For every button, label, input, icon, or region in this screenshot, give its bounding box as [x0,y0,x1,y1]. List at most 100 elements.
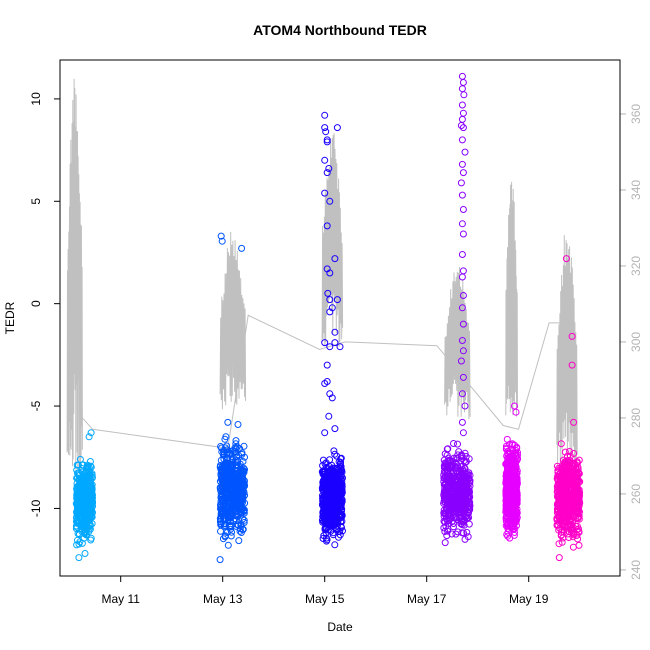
data-point [557,440,565,448]
data-point [504,514,512,522]
data-point [75,519,83,527]
data-point-outlier [331,255,339,263]
data-point [450,520,457,527]
data-point-outlier [458,220,466,228]
data-point [508,440,516,448]
data-point [508,471,516,479]
data-point [326,483,334,491]
data-point [566,516,574,524]
data-point [80,528,88,536]
data-point [80,476,88,484]
data-point [221,533,229,541]
data-point [225,504,233,512]
series-cluster [318,111,346,549]
data-point [75,469,83,477]
data-point [239,458,247,465]
data-point-outlier [458,136,466,144]
data-point [331,450,339,458]
data-point-outlier [326,296,334,304]
data-point-outlier [87,429,95,437]
data-point-outlier [458,418,466,426]
data-point-outlier [458,304,466,312]
data-point-outlier [326,269,334,277]
data-point [461,479,469,487]
data-point [553,488,561,496]
data-point [465,509,472,517]
data-point [514,449,521,457]
data-point [239,494,247,502]
data-point [217,487,225,495]
data-point [567,486,575,494]
data-point [222,459,230,467]
data-point-outlier [460,91,468,99]
data-point-outlier [461,402,469,410]
data-point-outlier [238,244,246,252]
data-point [462,458,470,466]
x-axis-label: Date [327,620,353,634]
x-tick-label: May 15 [305,592,345,606]
data-point [512,503,520,511]
data-point [510,531,518,539]
data-point [227,474,235,482]
series-cluster [502,402,521,542]
data-point [236,477,244,485]
secondary-trace-line [82,314,570,449]
data-point [85,500,93,508]
data-point [448,481,456,489]
data-point [511,529,518,536]
data-point [240,478,247,486]
data-point [319,535,327,542]
data-point-outlier [459,373,467,381]
data-point [240,509,248,517]
data-point [79,461,87,469]
data-point [337,483,345,491]
data-point-outlier [326,343,334,351]
data-point [450,440,457,447]
data-point [466,488,473,496]
data-point-outlier [457,357,465,365]
data-point [323,536,331,544]
data-point [556,483,564,490]
data-point [325,523,333,531]
data-point [553,521,561,529]
data-point [566,484,574,492]
data-point [217,491,225,499]
y2-tick-label: 240 [629,560,643,580]
data-point [83,513,91,521]
y2-tick-label: 300 [629,332,643,352]
data-point [574,535,582,543]
data-point [513,508,521,516]
data-point [454,440,461,448]
data-point [558,521,566,529]
data-point [562,466,570,474]
data-point [220,515,228,523]
data-point [238,450,246,458]
data-point-outlier [216,556,224,564]
data-point [322,480,330,488]
series-cluster [440,72,474,547]
data-point [554,506,562,514]
data-point [452,530,460,538]
data-point [82,488,89,496]
data-point [440,462,448,470]
data-point [224,516,232,524]
data-point [326,487,334,495]
data-point [555,540,563,548]
data-point-outlier [510,402,518,410]
data-point [336,467,344,475]
data-point-outlier [328,394,336,402]
data-point [562,502,570,510]
data-point [239,525,247,533]
data-point [504,450,512,458]
data-point [504,532,512,540]
data-point-outlier [224,418,232,426]
data-point [332,476,340,484]
y-tick-label: -10 [29,499,43,517]
data-point [238,467,246,475]
y-tick-label: 5 [29,198,43,205]
data-point-outlier [218,237,226,245]
data-point [567,524,575,532]
data-point [457,516,465,524]
data-point-outlier [75,554,83,562]
